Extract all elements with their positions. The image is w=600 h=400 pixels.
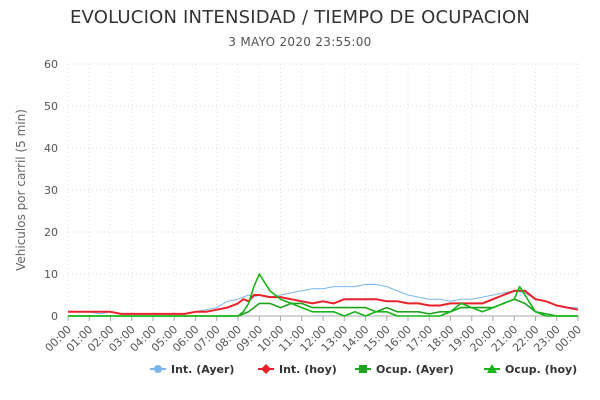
chart-title: EVOLUCION INTENSIDAD / TIEMPO DE OCUPACI… — [69, 7, 531, 28]
y-axis-ticks: 0 10 20 30 40 50 60 — [44, 58, 58, 323]
y-tick-label: 30 — [44, 184, 58, 197]
legend-item-3[interactable]: Ocup. (hoy) — [484, 363, 577, 376]
chart-subtitle: 3 MAYO 2020 23:55:00 — [228, 35, 372, 49]
legend-label: Int. (hoy) — [279, 363, 337, 376]
legend-label: Int. (Ayer) — [171, 363, 234, 376]
legend[interactable]: Int. (Ayer) Int. (hoy) Ocup. (Ayer) Ocup. (… — [150, 363, 577, 376]
legend-marker-triangle — [487, 364, 497, 373]
legend-item-0[interactable]: Int. (Ayer) — [150, 363, 234, 376]
legend-marker-circle — [154, 365, 162, 373]
y-tick-label: 50 — [44, 100, 58, 113]
y-tick-label: 0 — [51, 310, 58, 323]
legend-label: Ocup. (Ayer) — [376, 363, 454, 376]
series-lines — [68, 273, 579, 317]
legend-marker-square — [359, 365, 367, 373]
series-line-1[interactable] — [68, 289, 579, 315]
y-axis-label: Vehiculos por carril (5 min) — [14, 109, 28, 271]
series-line-3[interactable] — [68, 273, 578, 317]
x-axis-ticks: 00:0001:0002:0003:0004:0005:0006:0007:00… — [43, 316, 584, 355]
series-line-0[interactable] — [68, 284, 578, 315]
y-tick-label: 40 — [44, 142, 58, 155]
grid-lines — [67, 63, 579, 316]
legend-label: Ocup. (hoy) — [505, 363, 577, 376]
y-tick-label: 20 — [44, 226, 58, 239]
legend-item-1[interactable]: Int. (hoy) — [258, 363, 337, 376]
legend-marker-diamond — [261, 364, 271, 374]
y-tick-label: 60 — [44, 58, 58, 71]
legend-item-2[interactable]: Ocup. (Ayer) — [355, 363, 454, 376]
y-tick-label: 10 — [44, 268, 58, 281]
